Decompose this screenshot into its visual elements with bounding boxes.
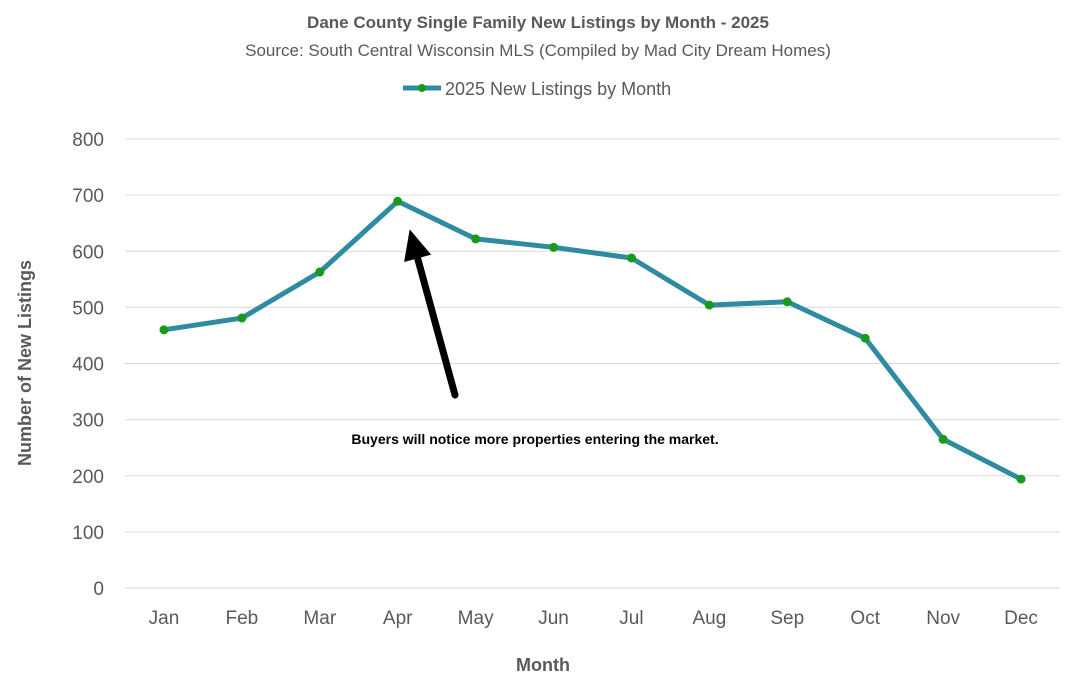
y-tick-label: 0 (93, 579, 104, 600)
x-tick-label: Nov (926, 608, 960, 629)
data-point-feb (237, 313, 247, 323)
y-tick-label: 800 (72, 130, 104, 151)
data-point-mar (315, 267, 325, 277)
x-axis-label: Month (516, 655, 570, 675)
y-tick-label: 600 (72, 242, 104, 263)
data-point-jun (549, 242, 559, 252)
data-point-jan (159, 325, 169, 335)
data-point-dec (1016, 474, 1026, 484)
x-tick-label: Jan (149, 608, 180, 629)
data-point-apr (393, 196, 403, 206)
y-axis-label: Number of New Listings (15, 260, 35, 466)
x-tick-label: Apr (383, 608, 413, 629)
x-tick-label: Jun (538, 608, 569, 629)
x-tick-label: Sep (770, 608, 804, 629)
legend-marker-swatch (418, 84, 426, 92)
data-point-nov (938, 434, 948, 444)
series-line (163, 198, 1023, 482)
legend-label: 2025 New Listings by Month (445, 79, 671, 99)
y-tick-label: 200 (72, 467, 104, 488)
chart-subtitle: Source: South Central Wisconsin MLS (Com… (245, 41, 831, 60)
x-tick-label: Mar (303, 608, 336, 629)
x-tick-label: Aug (692, 608, 726, 629)
y-tick-label: 100 (72, 523, 104, 544)
data-point-jul (626, 253, 636, 263)
chart-title: Dane County Single Family New Listings b… (307, 13, 769, 32)
legend: 2025 New Listings by Month (403, 79, 671, 99)
annotation-arrow-head (404, 229, 432, 263)
annotation-arrow-shaft (414, 254, 459, 399)
x-tick-label: May (458, 608, 494, 629)
data-point-oct (860, 333, 870, 343)
annotation-text: Buyers will notice more properties enter… (351, 431, 718, 447)
x-tick-label: Dec (1004, 608, 1038, 629)
x-tick-label: Jul (619, 608, 643, 629)
y-tick-label: 300 (72, 411, 104, 432)
y-tick-label: 500 (72, 298, 104, 319)
data-point-may (471, 234, 481, 244)
y-tick-label: 400 (72, 355, 104, 376)
data-point-sep (782, 297, 792, 307)
x-tick-label: Oct (850, 608, 880, 629)
x-tick-label: Feb (226, 608, 259, 629)
data-point-aug (704, 300, 714, 310)
y-tick-label: 700 (72, 186, 104, 207)
